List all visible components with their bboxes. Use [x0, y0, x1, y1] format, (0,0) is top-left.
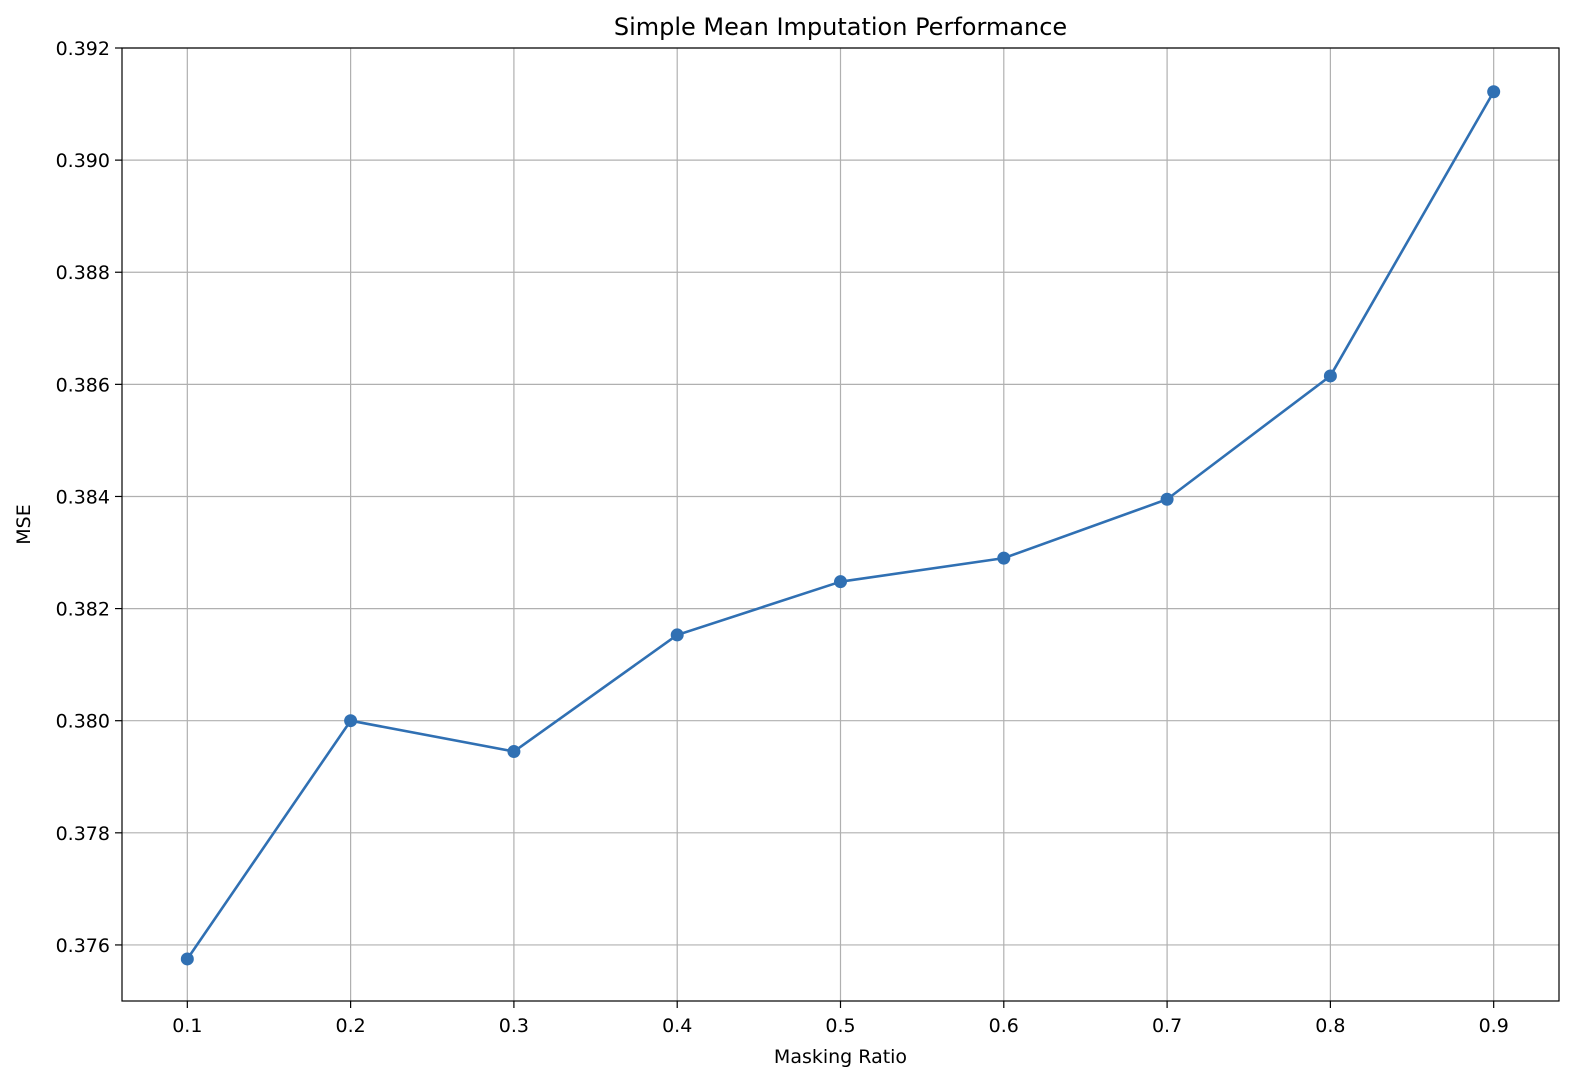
y-tick-label: 0.380 [56, 711, 110, 733]
data-point [344, 714, 358, 728]
data-point [670, 628, 684, 642]
data-point [1160, 492, 1174, 506]
y-tick-label: 0.376 [56, 935, 110, 957]
data-point [1323, 369, 1337, 383]
series-layer [180, 85, 1501, 966]
x-tick-label: 0.4 [662, 1015, 692, 1037]
x-tick-label: 0.3 [499, 1015, 529, 1037]
y-tick-label: 0.386 [56, 374, 110, 396]
grid [122, 47, 1559, 1001]
x-tick-label: 0.1 [172, 1015, 202, 1037]
y-axis-label: MSE [13, 504, 35, 544]
data-point [997, 551, 1011, 565]
data-point [834, 575, 847, 589]
y-tick-label: 0.388 [56, 262, 110, 284]
y-axis: 0.376 0.378 0.380 0.382 0.384 0.386 0.388 0.390… [56, 38, 122, 957]
chart-title: Simple Mean Imputation Performance [614, 13, 1067, 41]
x-tick-label: 0.9 [1479, 1015, 1509, 1037]
y-tick-label: 0.382 [56, 599, 110, 621]
x-axis-label: Masking Ratio [774, 1046, 907, 1068]
data-point [1487, 85, 1501, 99]
x-tick-label: 0.2 [336, 1015, 366, 1037]
x-axis: 0.1 0.2 0.3 0.4 0.5 0.6 0.7 0.8 0.9 [172, 1001, 1509, 1037]
x-tick-label: 0.5 [825, 1015, 855, 1037]
y-tick-label: 0.392 [56, 38, 110, 60]
y-tick-label: 0.378 [56, 823, 110, 845]
data-point [507, 745, 521, 759]
x-tick-label: 0.6 [989, 1015, 1019, 1037]
x-tick-label: 0.8 [1315, 1015, 1345, 1037]
y-tick-label: 0.390 [56, 150, 110, 172]
x-tick-label: 0.7 [1152, 1015, 1182, 1037]
y-tick-label: 0.384 [56, 486, 110, 508]
data-point [180, 952, 194, 966]
